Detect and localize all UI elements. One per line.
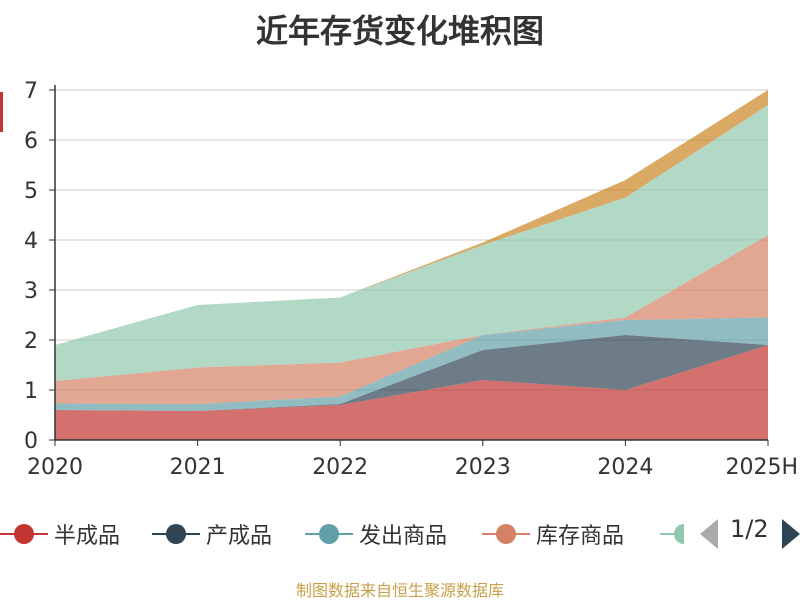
y-tick-label: 3: [24, 279, 38, 304]
legend-next-page-icon[interactable]: [782, 519, 800, 549]
legend-label: 产成品: [206, 524, 273, 549]
area-series-2: [55, 317, 768, 411]
legend-marker-icon: [0, 512, 48, 556]
legend-label: 半成品: [54, 524, 121, 549]
y-tick-label: 0: [24, 429, 38, 454]
x-tick-label: 2020: [27, 455, 83, 480]
y-axis-label-fragment: [0, 92, 3, 132]
legend-marker-icon: [152, 512, 200, 556]
legend-label: 发出商品: [359, 524, 448, 549]
y-tick-label: 5: [24, 179, 38, 204]
x-tick-label: 2023: [455, 455, 511, 480]
x-tick-label: 2022: [312, 455, 368, 480]
legend-item[interactable]: 半成品: [0, 512, 120, 556]
legend-marker-icon: [660, 512, 684, 556]
chart-title: 近年存货变化堆积图: [255, 12, 544, 50]
legend-item[interactable]: 发出商品: [305, 512, 447, 556]
y-tick-label: 6: [24, 129, 38, 154]
x-tick-label: 2021: [170, 455, 226, 480]
data-source-note: 制图数据来自恒生聚源数据库: [295, 581, 504, 600]
legend: 半成品 产成品 发出商品 库存商品: [0, 512, 800, 556]
legend-marker-icon: [305, 512, 353, 556]
legend-page-indicator: 1/2: [730, 515, 769, 543]
y-tick-label: 7: [24, 79, 38, 104]
legend-label: 库存商品: [536, 524, 625, 549]
y-tick-label: 2: [24, 329, 38, 354]
legend-prev-page-icon[interactable]: [700, 519, 718, 549]
x-tick-label: 2024: [597, 455, 653, 480]
legend-item[interactable]: [660, 512, 684, 556]
area-series-1: [55, 335, 768, 411]
x-tick-label: 2025H: [725, 455, 798, 480]
legend-item[interactable]: 库存商品: [482, 512, 624, 556]
stacked-area-chart: 0 1 2 3 4 5 6 7 2020 2021 2022 2023 2024 2025H: [24, 79, 798, 480]
legend-item[interactable]: 产成品: [152, 512, 272, 556]
y-tick-label: 1: [24, 379, 38, 404]
area-series-3: [55, 235, 768, 404]
area-series-4: [55, 105, 768, 381]
legend-marker-icon: [482, 512, 530, 556]
y-tick-label: 4: [24, 229, 38, 254]
